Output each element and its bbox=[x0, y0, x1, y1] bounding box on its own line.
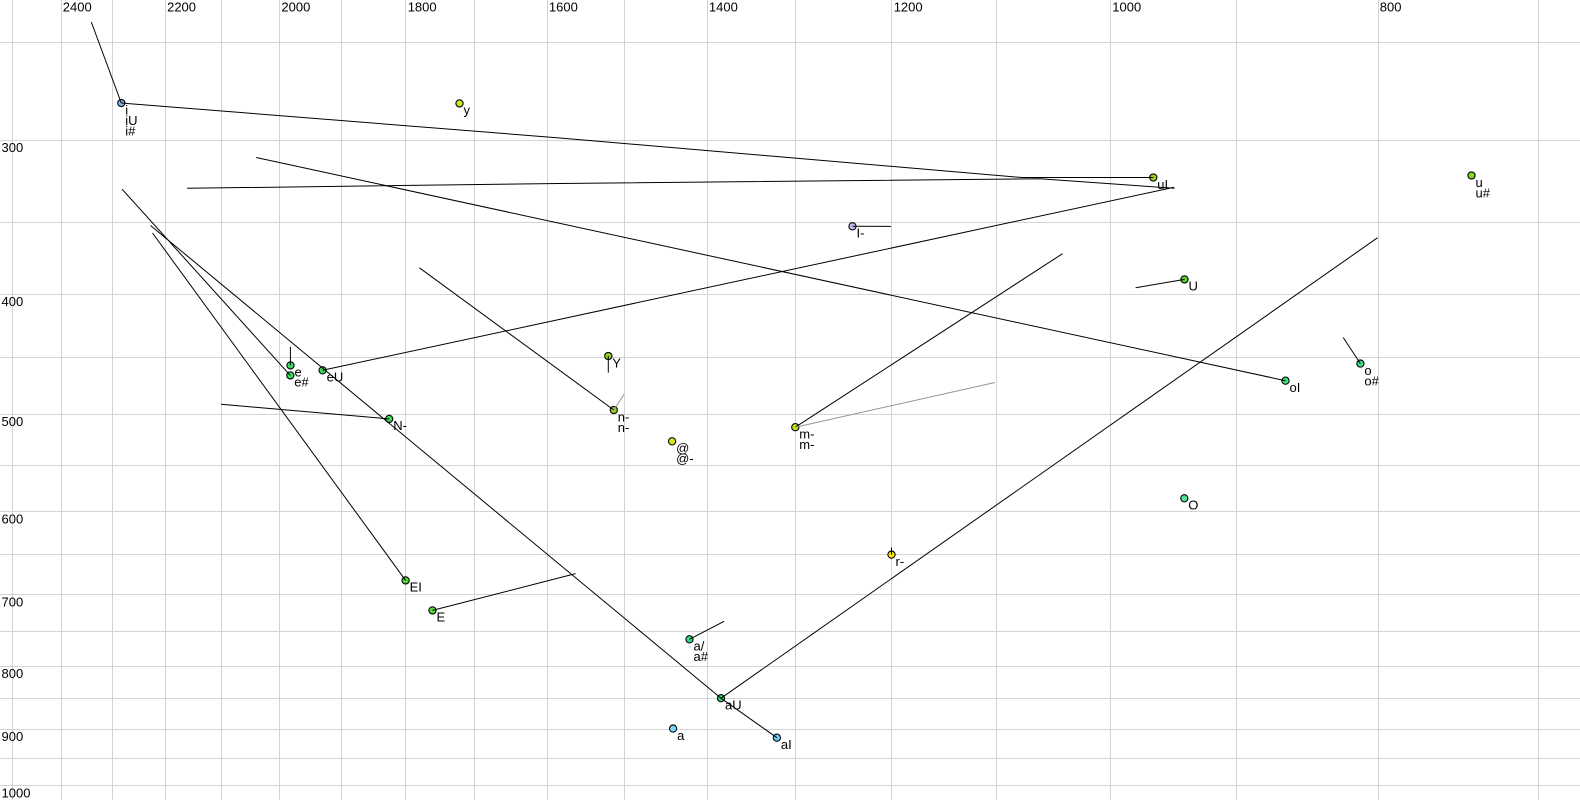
svg-text:aI: aI bbox=[781, 737, 792, 752]
svg-text:n-: n- bbox=[618, 409, 630, 424]
svg-text:m-: m- bbox=[799, 437, 814, 452]
svg-text:1600: 1600 bbox=[549, 0, 578, 15]
svg-text:e#: e# bbox=[294, 375, 309, 390]
svg-text:iU: iU bbox=[125, 113, 137, 128]
svg-text:I-: I- bbox=[857, 226, 865, 241]
svg-text:Y: Y bbox=[612, 355, 621, 370]
svg-text:e: e bbox=[295, 365, 302, 380]
svg-text:u: u bbox=[1476, 175, 1483, 190]
svg-text:600: 600 bbox=[2, 512, 24, 527]
svg-text:E: E bbox=[437, 610, 446, 625]
svg-text:EI: EI bbox=[410, 580, 422, 595]
svg-text:2200: 2200 bbox=[167, 0, 196, 15]
svg-text:aU: aU bbox=[725, 698, 742, 713]
svg-text:900: 900 bbox=[2, 729, 24, 744]
svg-text:oI: oI bbox=[1290, 380, 1301, 395]
svg-text:o#: o# bbox=[1364, 373, 1379, 388]
svg-text:1000: 1000 bbox=[1112, 0, 1141, 15]
svg-text:m-: m- bbox=[799, 427, 814, 442]
svg-text:u#: u# bbox=[1476, 185, 1491, 200]
svg-text:N-: N- bbox=[393, 418, 407, 433]
svg-text:U: U bbox=[1189, 279, 1198, 294]
svg-text:800: 800 bbox=[1380, 0, 1402, 15]
svg-text:a/: a/ bbox=[694, 639, 705, 654]
svg-text:r-: r- bbox=[896, 554, 905, 569]
svg-text:300: 300 bbox=[2, 140, 24, 155]
svg-text:a#: a# bbox=[694, 649, 709, 664]
svg-text:700: 700 bbox=[2, 594, 24, 609]
svg-text:1000: 1000 bbox=[2, 786, 31, 800]
svg-text:1800: 1800 bbox=[408, 0, 437, 15]
svg-text:o: o bbox=[1364, 363, 1371, 378]
svg-text:i#: i# bbox=[125, 123, 136, 138]
svg-text:eU: eU bbox=[327, 370, 344, 385]
svg-text:800: 800 bbox=[2, 666, 24, 681]
svg-text:400: 400 bbox=[2, 294, 24, 309]
svg-text:500: 500 bbox=[2, 414, 24, 429]
svg-text:O: O bbox=[1188, 498, 1198, 513]
svg-text:n-: n- bbox=[618, 420, 630, 435]
svg-text:@: @ bbox=[676, 441, 689, 456]
svg-text:1400: 1400 bbox=[709, 0, 738, 15]
svg-text:@-: @- bbox=[676, 451, 694, 466]
svg-text:y: y bbox=[464, 103, 471, 118]
svg-text:2400: 2400 bbox=[63, 0, 92, 15]
svg-text:i: i bbox=[125, 102, 128, 117]
svg-text:1200: 1200 bbox=[894, 0, 923, 15]
svg-text:uI: uI bbox=[1157, 177, 1168, 192]
svg-text:2000: 2000 bbox=[281, 0, 310, 15]
svg-text:a: a bbox=[677, 728, 685, 743]
